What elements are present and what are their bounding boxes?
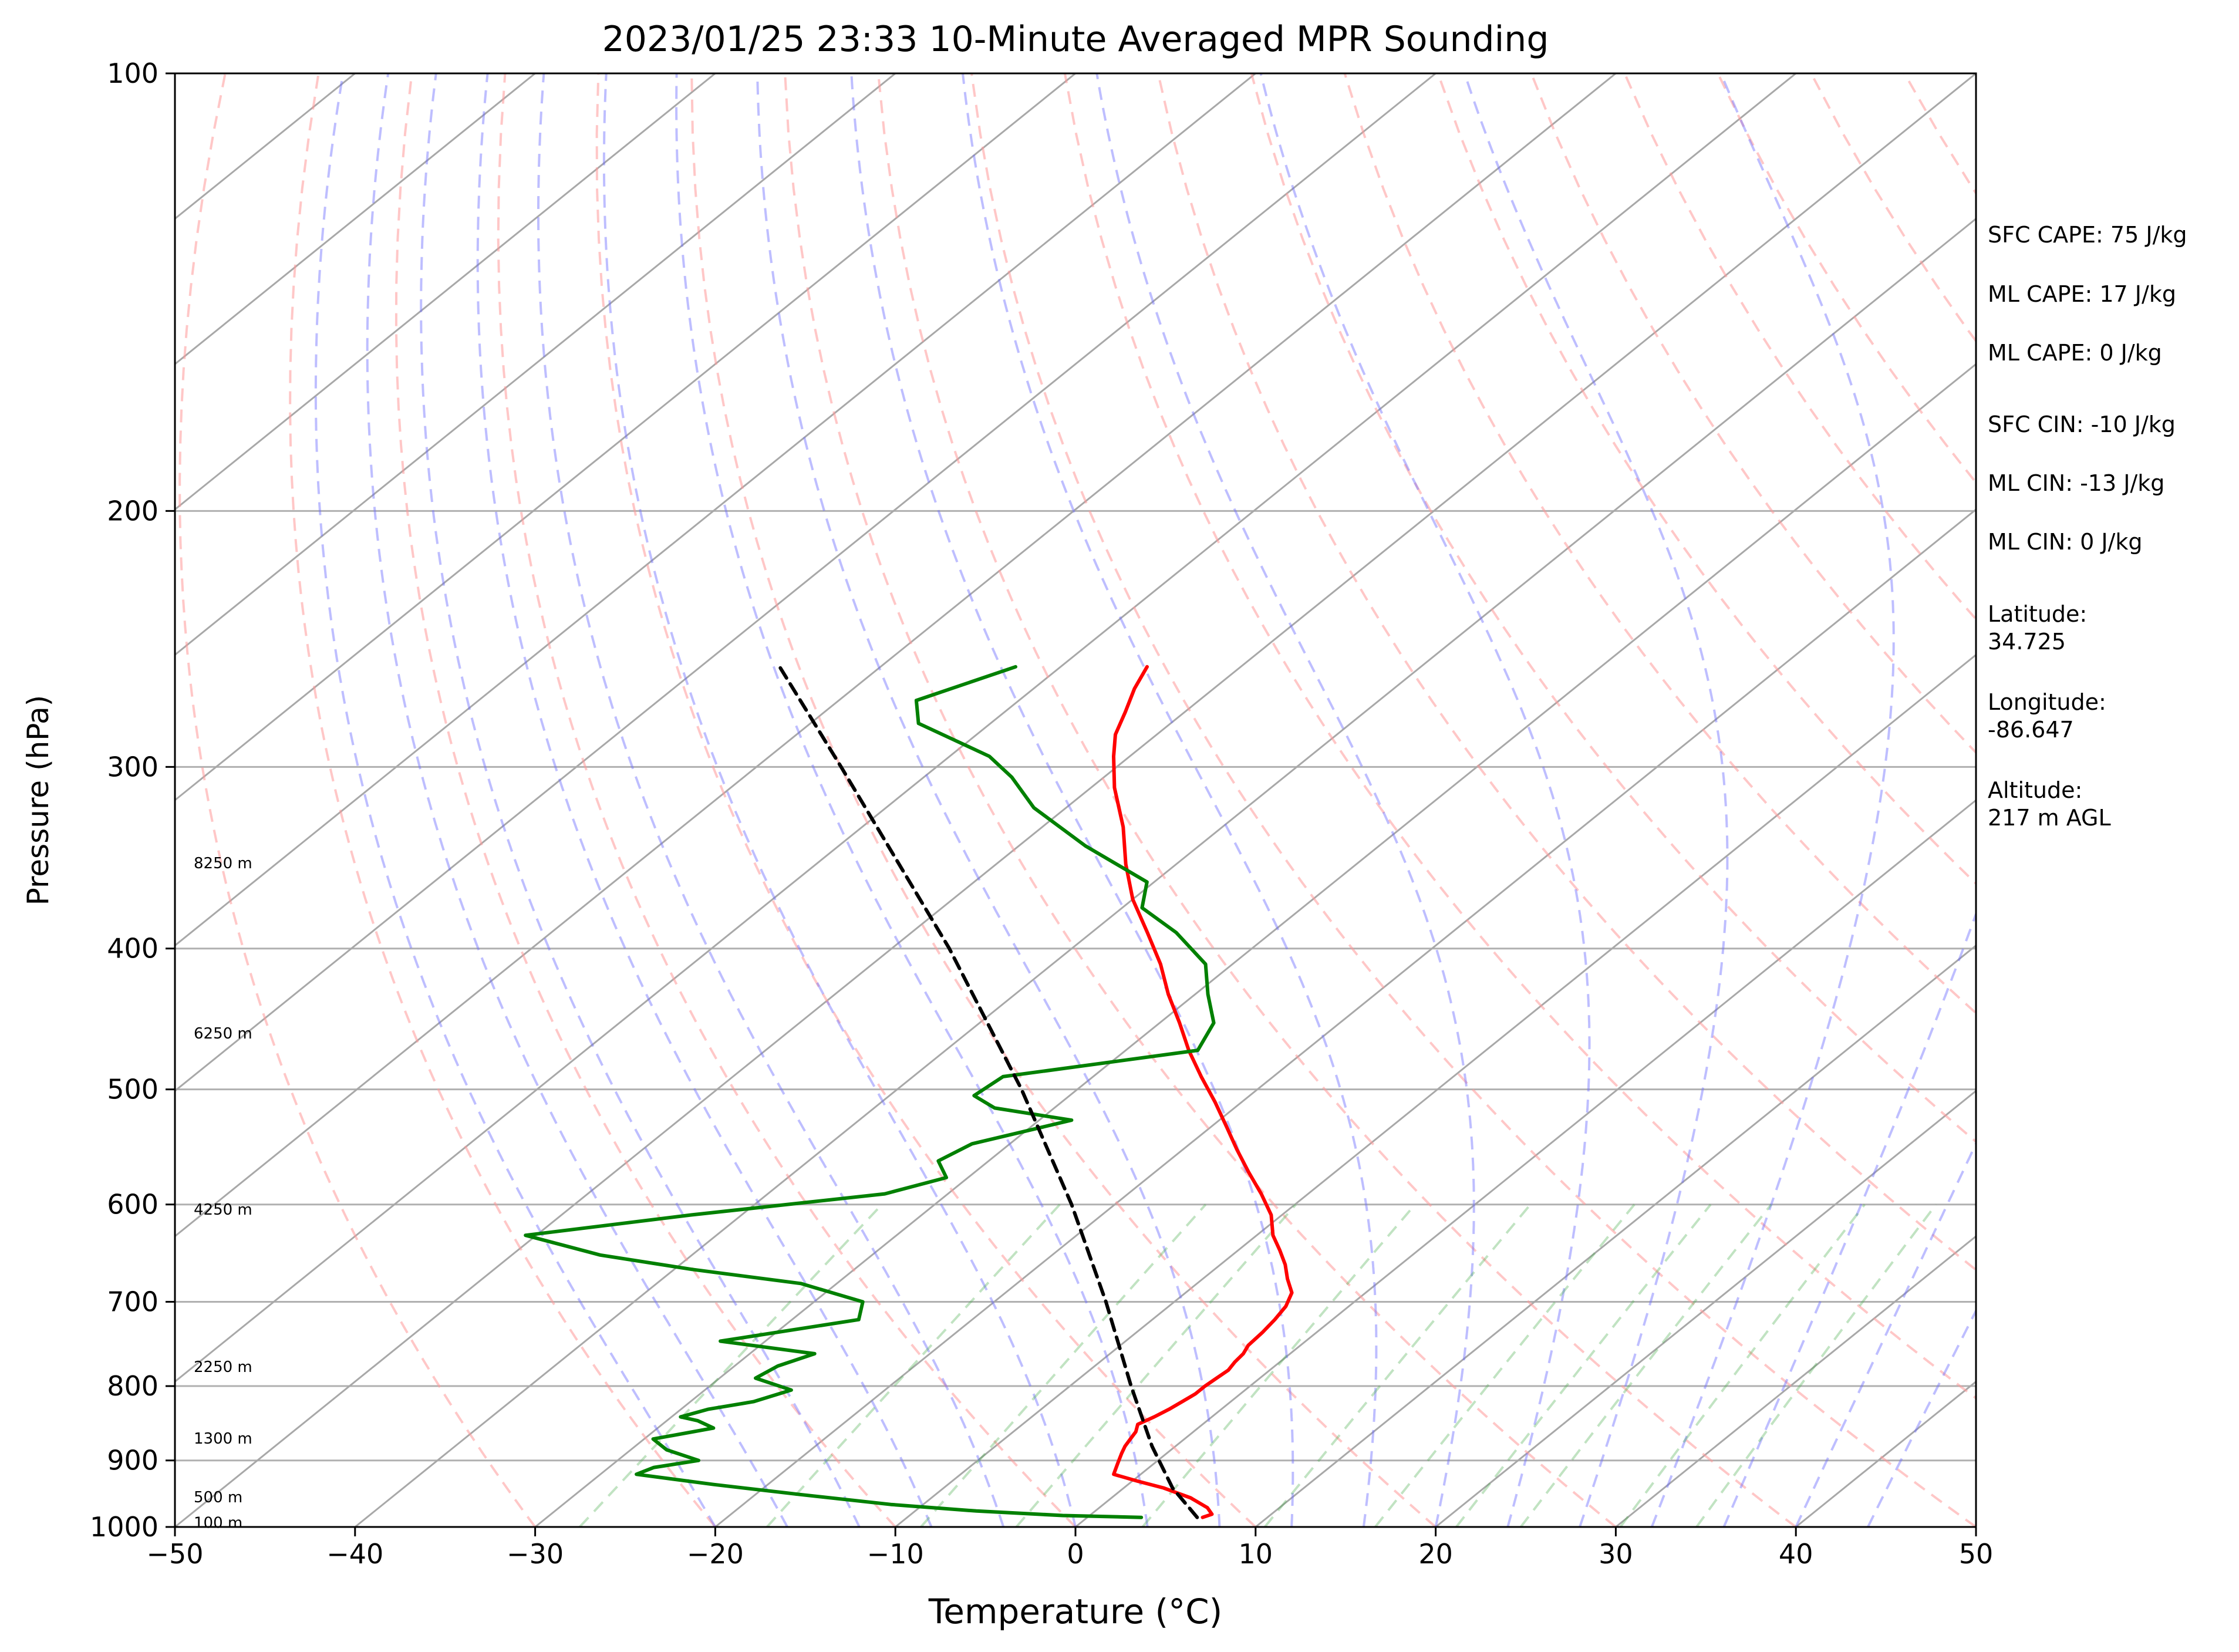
isotherm-line bbox=[535, 73, 2239, 1527]
isotherm-line bbox=[0, 73, 1075, 1527]
y-tick-label: 1000 bbox=[90, 1511, 159, 1543]
x-tick-label: −40 bbox=[326, 1538, 383, 1570]
height-labels: 8250 m 6250 m 4250 m 2250 m 1300 m 500 m 100 m bbox=[194, 855, 252, 1532]
height-label: 100 m bbox=[194, 1514, 242, 1532]
moist-adiabat bbox=[367, 73, 787, 1527]
dewpoint-profile bbox=[525, 667, 1213, 1518]
latitude-value: 34.725 bbox=[1988, 629, 2066, 655]
height-label: 6250 m bbox=[194, 1025, 252, 1043]
series-group bbox=[525, 667, 1292, 1518]
longitude-value: -86.647 bbox=[1988, 717, 2074, 743]
y-tick-label: 700 bbox=[107, 1286, 159, 1317]
mixing-ratio-line bbox=[767, 1205, 1060, 1527]
mixing-ratio-line bbox=[579, 1205, 882, 1527]
x-tick-label: −20 bbox=[687, 1538, 744, 1570]
altitude-value: 217 m AGL bbox=[1988, 805, 2111, 831]
moist-adiabat bbox=[421, 73, 859, 1527]
ml-cape-2-text: ML CAPE: 0 J/kg bbox=[1988, 340, 2162, 366]
altitude-label: Altitude: bbox=[1988, 777, 2082, 803]
y-tick-label: 500 bbox=[107, 1074, 159, 1105]
y-tick-label: 900 bbox=[107, 1445, 159, 1476]
dry-adiabat bbox=[785, 73, 1616, 1527]
x-tick-label: 30 bbox=[1599, 1538, 1633, 1570]
y-axis-label: Pressure (hPa) bbox=[21, 695, 55, 906]
height-label: 8250 m bbox=[194, 855, 252, 872]
moist-adiabat bbox=[604, 73, 1075, 1527]
temperature-profile bbox=[1114, 667, 1292, 1518]
ml-cin-2-text: ML CIN: 0 J/kg bbox=[1988, 529, 2142, 555]
height-label: 2250 m bbox=[194, 1358, 252, 1376]
dry-adiabat bbox=[597, 73, 1256, 1527]
x-tick-label: 0 bbox=[1067, 1538, 1084, 1570]
height-label: 500 m bbox=[194, 1489, 242, 1506]
moist-adiabat bbox=[757, 73, 1219, 1527]
x-tick-label: 40 bbox=[1779, 1538, 1813, 1570]
x-tick-label: −30 bbox=[507, 1538, 564, 1570]
x-tick-label: 10 bbox=[1239, 1538, 1273, 1570]
isotherm-line bbox=[0, 73, 535, 1527]
sfc-cin-text: SFC CIN: -10 J/kg bbox=[1988, 412, 2176, 437]
y-tick-label: 200 bbox=[107, 495, 159, 527]
annotation-panel: SFC CAPE: 75 J/kg ML CAPE: 17 J/kg ML CA… bbox=[1988, 222, 2187, 831]
chart-title: 2023/01/25 23:33 10-Minute Averaged MPR … bbox=[602, 19, 1549, 60]
height-label: 4250 m bbox=[194, 1201, 252, 1219]
y-tick-label: 300 bbox=[107, 751, 159, 783]
ml-cin-text: ML CIN: -13 J/kg bbox=[1988, 470, 2164, 496]
mixing-ratio-line bbox=[1016, 1205, 1296, 1527]
x-tick-label: −10 bbox=[867, 1538, 924, 1570]
longitude-label: Longitude: bbox=[1988, 689, 2106, 715]
mixing-ratio-line bbox=[1265, 1205, 1531, 1527]
background-lines bbox=[0, 73, 2239, 1527]
dry-adiabat bbox=[180, 73, 535, 1527]
y-tick-label: 600 bbox=[107, 1189, 159, 1221]
mixing-ratio-line bbox=[1620, 1205, 1864, 1527]
dry-adiabat bbox=[878, 73, 1796, 1527]
y-tick-label: 100 bbox=[107, 58, 159, 89]
sfc-cape-text: SFC CAPE: 75 J/kg bbox=[1988, 222, 2187, 248]
mixing-ratio-line bbox=[1142, 1205, 1415, 1527]
y-tick-label: 800 bbox=[107, 1370, 159, 1402]
y-tick-label: 400 bbox=[107, 933, 159, 965]
x-tick-label: 20 bbox=[1418, 1538, 1453, 1570]
moist-adiabat bbox=[316, 73, 716, 1527]
dry-adiabat bbox=[692, 73, 1435, 1527]
moist-adiabat bbox=[851, 73, 1293, 1527]
dry-adiabat bbox=[972, 73, 1976, 1527]
x-axis-label: Temperature (°C) bbox=[928, 1592, 1223, 1631]
dry-adiabat bbox=[2184, 73, 2239, 1527]
x-tick-label: 50 bbox=[1959, 1538, 1994, 1570]
latitude-label: Latitude: bbox=[1988, 601, 2087, 627]
height-label: 1300 m bbox=[194, 1430, 252, 1448]
moist-adiabat bbox=[963, 73, 1376, 1527]
x-tick-label: −50 bbox=[146, 1538, 203, 1570]
ml-cape-text: ML CAPE: 17 J/kg bbox=[1988, 281, 2176, 307]
